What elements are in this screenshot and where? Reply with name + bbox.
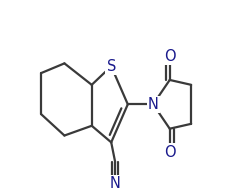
Text: O: O (164, 49, 175, 64)
Text: S: S (107, 59, 116, 74)
Text: N: N (148, 97, 159, 112)
Text: N: N (110, 176, 120, 191)
Text: O: O (164, 145, 175, 160)
